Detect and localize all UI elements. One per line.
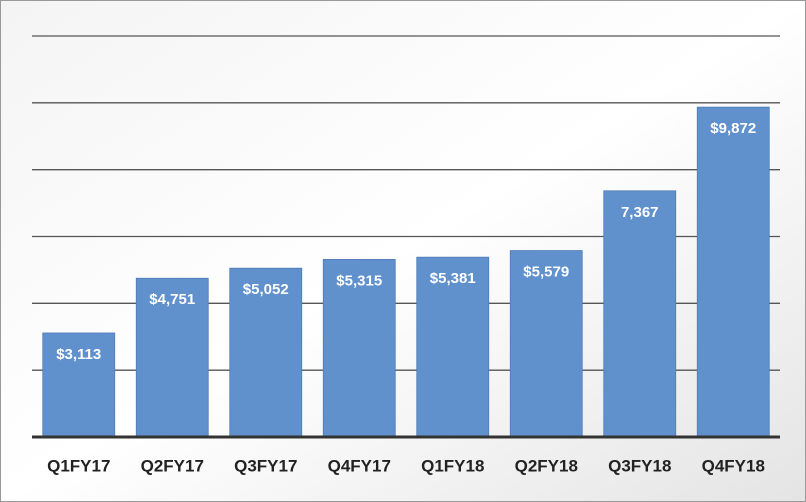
- bar: [135, 277, 209, 438]
- data-label: $3,113: [56, 346, 101, 363]
- data-label: $5,315: [336, 272, 382, 289]
- x-tick-label: Q2FY18: [515, 456, 578, 475]
- x-tick-label: Q3FY18: [608, 456, 671, 475]
- bar: [229, 267, 303, 438]
- bar: [322, 258, 396, 438]
- x-tick-label: Q2FY17: [141, 456, 204, 475]
- data-label: $5,052: [243, 281, 289, 298]
- data-label: 7,367: [621, 204, 659, 221]
- data-label: $9,872: [710, 120, 756, 137]
- x-tick-label: Q4FY17: [328, 456, 391, 475]
- x-tick-label: Q1FY18: [421, 456, 484, 475]
- data-label: $4,751: [149, 291, 195, 308]
- bar: [416, 256, 490, 438]
- data-label: $5,579: [523, 264, 569, 281]
- data-label: $5,381: [430, 270, 476, 287]
- bar: [696, 106, 770, 438]
- bar: [509, 250, 583, 438]
- x-tick-label: Q1FY17: [47, 456, 110, 475]
- x-tick-label: Q4FY18: [702, 456, 765, 475]
- bar: [603, 190, 677, 438]
- x-tick-label: Q3FY17: [234, 456, 297, 475]
